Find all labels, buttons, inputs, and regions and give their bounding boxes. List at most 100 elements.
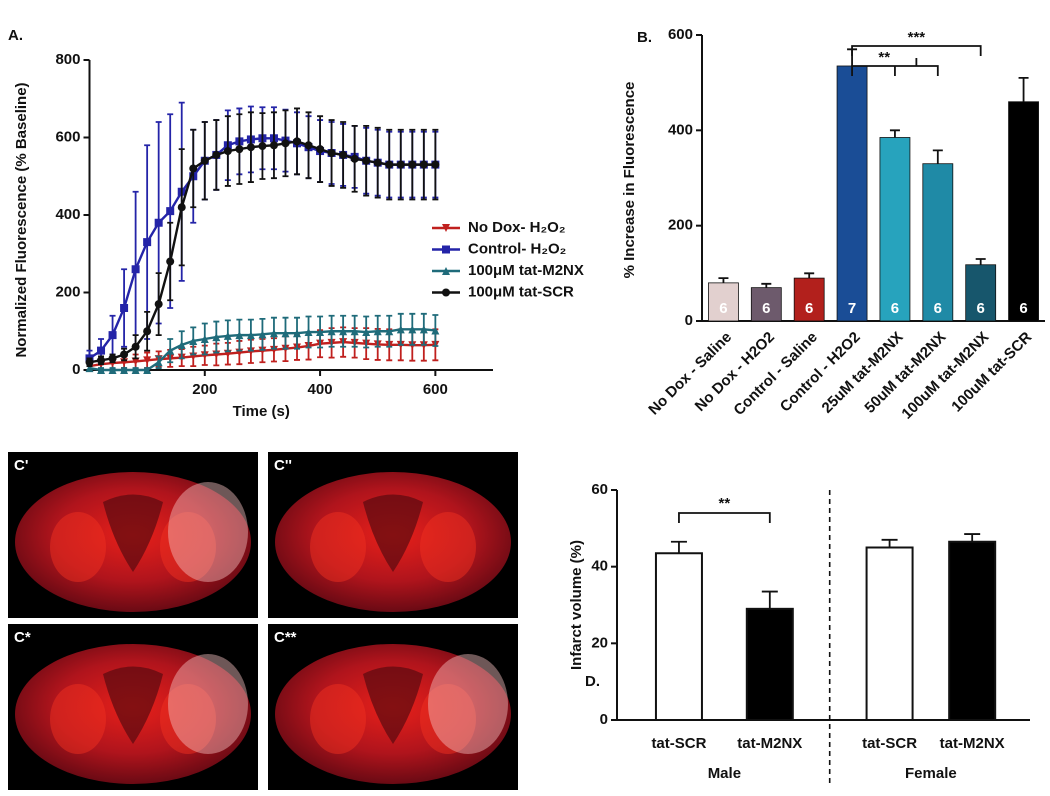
legend-label: No Dox- H₂O₂	[468, 219, 566, 236]
significance-bracket	[851, 45, 982, 56]
marker	[131, 357, 140, 366]
marker	[120, 304, 129, 312]
marker	[327, 327, 336, 336]
marker	[258, 142, 267, 151]
y-tick-label: 60	[591, 481, 608, 498]
infarct	[168, 654, 248, 754]
n-label: 7	[848, 300, 856, 317]
y-tick-label: 0	[600, 711, 608, 728]
bar	[965, 264, 997, 322]
marker	[281, 329, 290, 338]
bar	[879, 137, 911, 322]
bar	[922, 163, 954, 322]
n-label: 6	[805, 300, 813, 317]
y-axis-label: Normalized Fluorescence (% Baseline)	[13, 82, 30, 357]
striatum	[420, 512, 476, 582]
ventricle	[363, 666, 423, 744]
marker	[408, 160, 417, 169]
marker	[431, 160, 440, 169]
n-label: 6	[934, 300, 942, 317]
panel-label: C'	[14, 457, 28, 474]
marker	[108, 354, 117, 363]
marker	[431, 326, 440, 335]
marker	[108, 366, 117, 374]
infarct	[168, 482, 248, 582]
marker	[166, 257, 175, 266]
marker	[97, 346, 106, 355]
y-axis-label: % Increase in Fluorescence	[621, 82, 638, 279]
marker	[143, 356, 152, 365]
bar	[750, 287, 782, 322]
legend-marker	[442, 288, 450, 297]
marker	[154, 358, 163, 367]
marker	[85, 358, 94, 367]
marker	[108, 331, 117, 340]
ventricle	[103, 666, 163, 744]
marker	[419, 325, 428, 334]
marker	[258, 330, 267, 339]
bar	[793, 277, 825, 322]
marker	[396, 325, 405, 334]
marker	[269, 329, 278, 338]
infarct	[428, 654, 508, 754]
marker	[362, 156, 371, 165]
n-label: 6	[977, 300, 985, 317]
legend-marker	[442, 224, 450, 232]
marker	[293, 137, 302, 146]
marker	[235, 331, 244, 340]
x-tick-label: 600	[423, 381, 448, 398]
y-tick-label: 200	[668, 217, 693, 234]
x-tick-label: 200	[192, 381, 217, 398]
marker	[396, 160, 405, 169]
marker	[281, 139, 290, 148]
x-tick-label: 400	[308, 381, 333, 398]
marker	[304, 141, 313, 150]
striatum	[50, 684, 106, 754]
marker	[235, 145, 244, 154]
significance-bracket	[678, 512, 771, 523]
marker	[223, 147, 232, 156]
bar	[745, 607, 794, 721]
bar	[654, 552, 703, 721]
y-tick-label: 400	[55, 206, 80, 223]
panel-label: C**	[274, 629, 297, 646]
panel-label: B.	[637, 29, 652, 46]
y-tick-label: 400	[668, 121, 693, 138]
marker	[304, 328, 313, 337]
marker	[339, 150, 348, 159]
marker	[166, 346, 175, 355]
group-label: Female	[905, 765, 957, 782]
marker	[143, 327, 152, 336]
marker	[212, 333, 221, 342]
marker	[120, 350, 129, 359]
marker	[200, 335, 209, 343]
marker	[143, 366, 152, 374]
panel-label: A.	[8, 27, 23, 44]
striatum	[160, 512, 216, 582]
marker	[223, 331, 232, 340]
panel-label: C''	[274, 457, 292, 474]
significance-label: **	[719, 495, 731, 512]
legend-label: 100μM tat-M2NX	[468, 262, 584, 279]
y-tick-label: 600	[668, 26, 693, 43]
panel-label: D.	[585, 673, 600, 690]
marker	[189, 164, 198, 173]
marker	[293, 329, 302, 338]
ventricle	[363, 494, 423, 572]
marker	[85, 364, 94, 373]
significance-label: ***	[908, 29, 926, 46]
striatum	[160, 684, 216, 754]
bar	[1008, 101, 1039, 322]
marker	[166, 207, 175, 216]
y-tick-label: 800	[55, 51, 80, 68]
x-axis-label: Time (s)	[233, 403, 290, 420]
y-tick-label: 200	[55, 283, 80, 300]
legend-label: 100μM tat-SCR	[468, 283, 574, 300]
marker	[97, 366, 106, 374]
marker	[350, 327, 359, 336]
marker	[120, 366, 129, 374]
marker	[385, 327, 394, 336]
marker	[131, 366, 140, 374]
panel-c: C' C'' C* C**	[8, 452, 518, 790]
